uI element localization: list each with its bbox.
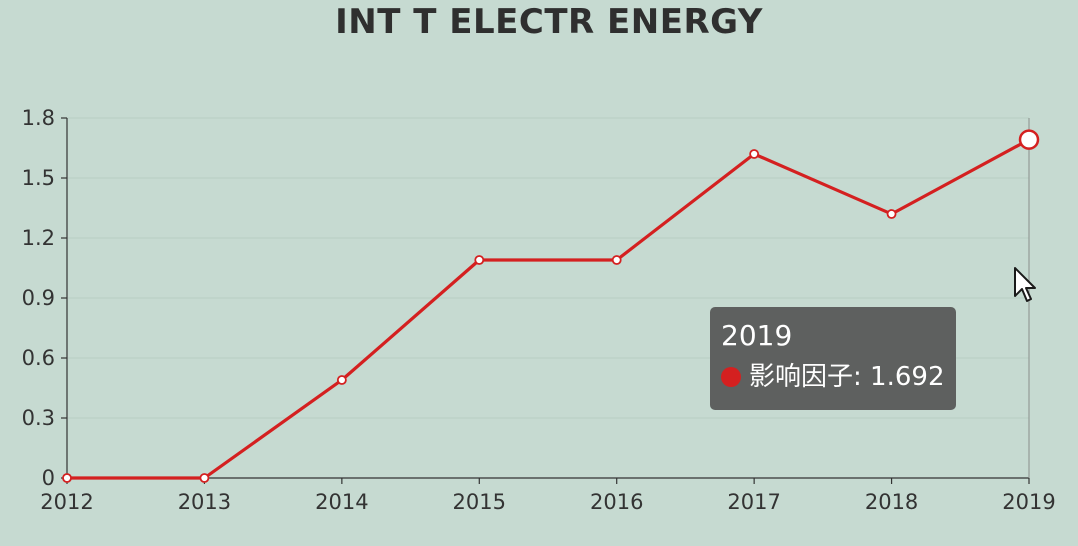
y-tick-label: 1.8 — [22, 106, 55, 130]
x-tick-label: 2016 — [590, 490, 643, 514]
x-tick-label: 2014 — [315, 490, 368, 514]
x-tick-label: 2012 — [40, 490, 93, 514]
x-tick-label: 2019 — [1002, 490, 1055, 514]
series-line — [65, 138, 1031, 480]
y-tick-label: 0.6 — [22, 346, 55, 370]
y-tick-label: 1.2 — [22, 226, 55, 250]
data-point — [336, 375, 347, 385]
x-tick-label: 2017 — [727, 490, 780, 514]
x-tick-label: 2015 — [453, 490, 506, 514]
x-tick-label: 2018 — [865, 490, 918, 514]
tooltip-value: 1.692 — [870, 362, 945, 392]
data-point — [199, 473, 210, 483]
mouse-pointer-icon — [1014, 267, 1036, 302]
data-point — [611, 255, 622, 265]
tooltip: 2019 影响因子 : 1.692 — [710, 307, 956, 410]
x-tick-label: 2013 — [178, 490, 231, 514]
tooltip-series-label: 影响因子 — [749, 362, 854, 392]
tooltip-separator: : — [853, 362, 871, 392]
data-point — [474, 255, 485, 265]
y-tick-label: 0 — [42, 466, 55, 490]
y-tick-label: 0.3 — [22, 406, 55, 430]
chart-title: INT T ELECTR ENERGY — [335, 2, 763, 42]
y-tick-label: 1.5 — [22, 166, 55, 190]
data-point — [749, 149, 760, 159]
tooltip-row: 影响因子 : 1.692 — [721, 362, 956, 392]
data-point — [62, 473, 72, 483]
tooltip-title: 2019 — [721, 319, 793, 352]
data-point — [886, 209, 897, 219]
y-tick-label: 0.9 — [22, 286, 55, 310]
tooltip-series-dot — [721, 367, 741, 387]
highlighted-data-point — [1018, 129, 1040, 150]
